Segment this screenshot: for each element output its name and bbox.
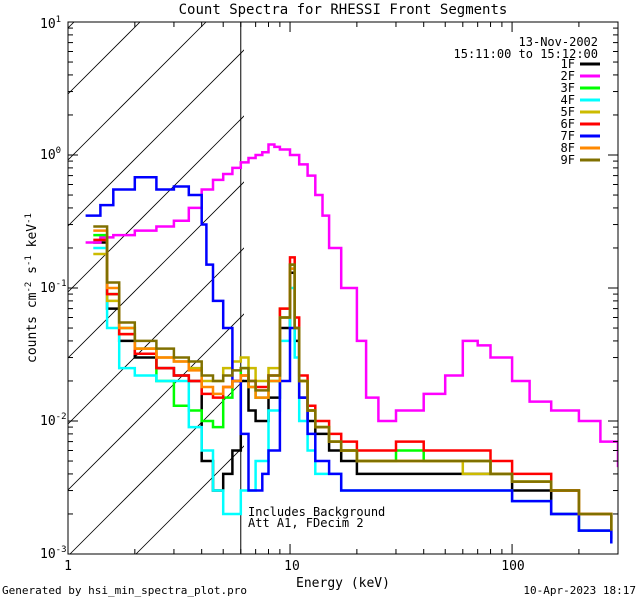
x-tick-label-10: 10 xyxy=(284,559,300,574)
x-axis-label: Energy (keV) xyxy=(296,576,390,591)
y-axis-label: counts cm-2 s-1 keV-1 xyxy=(24,213,40,363)
annotation-time-range: 15:11:00 to 15:12:00 xyxy=(454,47,599,61)
hatch-line xyxy=(68,181,244,359)
annotation-date: 13-Nov-2002 xyxy=(519,35,598,49)
x-tick-label-100: 100 xyxy=(501,559,524,574)
series-line-5f xyxy=(93,252,613,531)
footer-plot-date: 10-Apr-2023 18:17 xyxy=(523,584,636,597)
legend-label-6f: 6F xyxy=(561,117,575,131)
series-line-4f xyxy=(93,246,613,544)
legend-label-1f: 1F xyxy=(561,57,575,71)
background-note-line1: Includes Background xyxy=(248,505,385,519)
y-tick-label-1e-2: 10-2 xyxy=(40,412,67,429)
legend-label-7f: 7F xyxy=(561,129,575,143)
footer-generated-by: Generated by hsi_min_spectra_plot.pro xyxy=(2,584,247,597)
series-line-9f xyxy=(93,225,613,531)
hatch-line xyxy=(68,313,244,491)
hatch-line xyxy=(135,445,244,554)
legend-label-8f: 8F xyxy=(561,141,575,155)
legend-label-4f: 4F xyxy=(561,93,575,107)
legend-label-5f: 5F xyxy=(561,105,575,119)
series-line-2f xyxy=(85,143,618,468)
hatch-line xyxy=(68,49,244,227)
x-tick-label-1: 1 xyxy=(64,559,72,574)
y-tick-label-1e0: 100 xyxy=(40,146,61,163)
background-note-line2: Att A1, FDecim 2 xyxy=(248,516,364,530)
series-line-6f xyxy=(93,238,613,531)
legend-label-9f: 9F xyxy=(561,153,575,167)
y-tick-label-1e-3: 10-3 xyxy=(40,545,67,562)
hatch-line xyxy=(69,379,244,554)
series-line-3f xyxy=(93,233,613,531)
attenuator-hatch-region xyxy=(68,22,244,554)
hatch-line xyxy=(68,247,244,425)
legend-label-2f: 2F xyxy=(561,69,575,83)
hatch-line xyxy=(68,115,244,293)
series-line-7f xyxy=(85,176,613,544)
legend-label-3f: 3F xyxy=(561,81,575,95)
y-tick-label-1e1: 101 xyxy=(40,15,61,32)
chart-title: Count Spectra for RHESSI Front Segments xyxy=(179,2,508,18)
hatch-line xyxy=(68,22,207,161)
y-tick-label-1e-1: 10-1 xyxy=(40,279,67,296)
